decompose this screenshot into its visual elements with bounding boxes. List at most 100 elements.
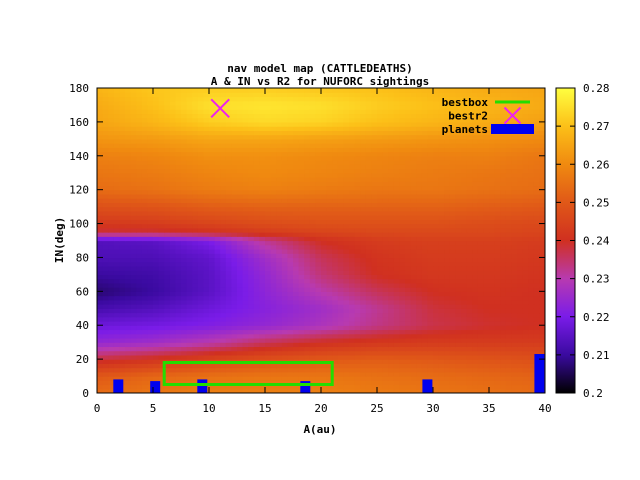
heatmap-cell	[209, 320, 216, 326]
heatmap-cell	[489, 291, 496, 297]
heatmap-cell	[449, 304, 456, 309]
heatmap-cell	[505, 363, 512, 369]
heatmap-cell	[483, 270, 490, 275]
heatmap-cell	[281, 244, 288, 250]
heatmap-cell	[505, 333, 512, 339]
heatmap-cell	[377, 202, 384, 208]
heatmap-cell	[136, 304, 143, 309]
heatmap-cell	[321, 164, 328, 170]
heatmap-cell	[449, 371, 456, 377]
heatmap-cell	[505, 253, 512, 259]
heatmap-cell	[343, 325, 350, 331]
heatmap-cell	[259, 240, 266, 246]
heatmap-cell	[461, 295, 468, 301]
heatmap-cell	[449, 227, 456, 233]
heatmap-cell	[494, 270, 501, 275]
heatmap-cell	[461, 227, 468, 233]
heatmap-cell	[136, 261, 143, 267]
heatmap-cell	[360, 270, 367, 275]
heatmap-cell	[517, 333, 524, 339]
heatmap-cell	[181, 253, 188, 259]
heatmap-cell	[225, 164, 232, 170]
heatmap-cell	[449, 244, 456, 250]
heatmap-cell	[281, 168, 288, 174]
heatmap-cell	[444, 155, 451, 161]
heatmap-cell	[158, 176, 165, 182]
heatmap-cell	[97, 143, 104, 148]
heatmap-cell	[270, 181, 277, 187]
heatmap-cell	[119, 198, 126, 203]
heatmap-cell	[539, 253, 545, 259]
heatmap-cell	[388, 198, 395, 203]
heatmap-cell	[388, 359, 395, 364]
heatmap-cell	[444, 316, 451, 322]
heatmap-cell	[253, 202, 260, 208]
heatmap-cell	[186, 304, 193, 309]
heatmap-cell	[477, 333, 484, 339]
heatmap-cell	[326, 342, 333, 348]
heatmap-cell	[181, 350, 188, 356]
heatmap-cell	[483, 350, 490, 356]
heatmap-cell	[242, 244, 249, 250]
heatmap-cell	[136, 176, 143, 182]
heatmap-cell	[192, 282, 199, 288]
heatmap-cell	[242, 126, 249, 131]
heatmap-cell	[405, 333, 412, 339]
heatmap-cell	[136, 380, 143, 386]
heatmap-cell	[270, 304, 277, 309]
heatmap-cell	[382, 265, 389, 271]
heatmap-cell	[298, 248, 305, 254]
heatmap-cell	[181, 202, 188, 208]
heatmap-cell	[253, 257, 260, 263]
heatmap-cell	[164, 232, 171, 237]
heatmap-cell	[119, 189, 126, 195]
heatmap-cell	[533, 168, 540, 174]
heatmap-cell	[197, 282, 204, 288]
heatmap-cell	[337, 380, 344, 386]
heatmap-cell	[147, 265, 154, 271]
heatmap-cell	[119, 304, 126, 309]
heatmap-cell	[304, 202, 311, 208]
heatmap-cell	[259, 189, 266, 195]
heatmap-cell	[360, 193, 367, 199]
heatmap-cell	[326, 295, 333, 301]
heatmap-cell	[433, 244, 440, 250]
heatmap-cell	[158, 198, 165, 203]
heatmap-cell	[164, 261, 171, 267]
heatmap-cell	[388, 240, 395, 246]
heatmap-cell	[242, 261, 249, 267]
heatmap-cell	[214, 354, 221, 360]
heatmap-cell	[164, 329, 171, 335]
heatmap-cell	[360, 304, 367, 309]
heatmap-cell	[108, 223, 115, 229]
heatmap-cell	[399, 380, 406, 386]
heatmap-cell	[214, 265, 221, 271]
heatmap-cell	[119, 299, 126, 305]
heatmap-cell	[108, 299, 115, 305]
heatmap-cell	[231, 248, 238, 254]
heatmap-cell	[119, 257, 126, 263]
heatmap-cell	[382, 325, 389, 331]
heatmap-cell	[242, 227, 249, 233]
heatmap-cell	[248, 232, 255, 237]
heatmap-cell	[259, 342, 266, 348]
heatmap-cell	[108, 337, 115, 343]
heatmap-cell	[393, 337, 400, 343]
heatmap-cell	[231, 164, 238, 170]
heatmap-cell	[253, 143, 260, 148]
heatmap-cell	[483, 342, 490, 348]
heatmap-cell	[192, 244, 199, 250]
heatmap-cell	[528, 354, 535, 360]
heatmap-cell	[197, 312, 204, 318]
heatmap-cell	[270, 248, 277, 254]
heatmap-cell	[449, 274, 456, 280]
heatmap-cell	[242, 376, 249, 381]
heatmap-cell	[186, 206, 193, 212]
heatmap-cell	[265, 215, 272, 220]
heatmap-cell	[500, 206, 507, 212]
heatmap-cell	[214, 210, 221, 216]
heatmap-cell	[315, 189, 322, 195]
heatmap-cell	[225, 176, 232, 182]
heatmap-cell	[220, 147, 227, 153]
heatmap-cell	[102, 138, 109, 144]
